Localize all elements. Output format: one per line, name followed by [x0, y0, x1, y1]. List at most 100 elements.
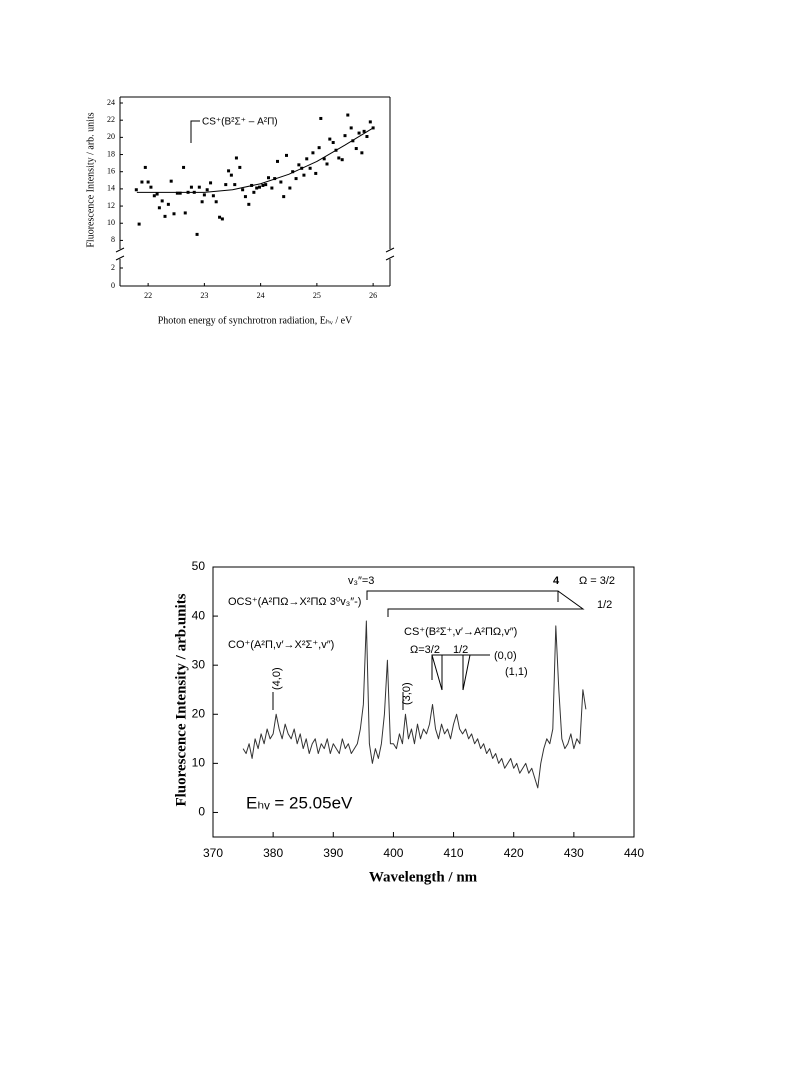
y-tick-label: 0	[198, 805, 205, 819]
data-point	[267, 176, 270, 180]
data-point	[258, 185, 261, 189]
data-point	[134, 188, 138, 192]
data-point	[205, 188, 209, 192]
data-point	[149, 185, 153, 189]
data-point	[325, 162, 329, 166]
x-axis-label: Wavelength / nm	[369, 869, 478, 885]
y-tick-label: 8	[111, 235, 115, 244]
data-point	[328, 137, 332, 141]
y-tick-label: 0	[111, 281, 115, 290]
data-point	[365, 135, 369, 139]
data-point	[202, 193, 206, 197]
data-point	[137, 222, 141, 226]
data-point	[308, 166, 312, 170]
band-marker	[272, 692, 404, 710]
data-point	[211, 194, 215, 198]
data-point	[343, 134, 347, 138]
data-point	[143, 165, 147, 169]
data-point	[331, 141, 335, 145]
y-tick-label: 10	[192, 756, 206, 770]
data-point	[368, 120, 372, 124]
x-axis-label: Photon energy of synchrotron radiation, …	[158, 315, 353, 326]
x-tick-label: 380	[263, 846, 283, 860]
data-point	[160, 199, 164, 203]
data-point	[182, 165, 186, 169]
data-point	[229, 173, 233, 177]
data-point	[261, 183, 265, 187]
axis	[212, 566, 635, 838]
data-point	[183, 211, 187, 215]
y-tick-label: 14	[107, 184, 115, 193]
x-tick-label: 22	[144, 291, 152, 300]
data-point	[322, 157, 326, 161]
annotation: 1/2	[597, 599, 612, 611]
data-point	[279, 180, 283, 184]
data-point	[349, 126, 353, 130]
data-point	[195, 232, 199, 236]
x-tick-label: 390	[323, 846, 343, 860]
data-point	[243, 195, 247, 199]
data-point	[200, 200, 204, 204]
data-point	[362, 129, 366, 133]
data-point	[197, 185, 201, 189]
y-tick-label: 30	[192, 657, 206, 671]
annotation: CS⁺(B²Σ⁺,v′→A²ΠΩ,v″)	[404, 626, 517, 638]
annotation: Ω=3/2	[410, 644, 440, 656]
data-point	[172, 212, 176, 216]
y-tick-label: 10	[107, 218, 115, 227]
data-point	[140, 180, 144, 184]
data-point	[302, 173, 306, 177]
annotation: CS⁺(B²Σ⁺ – A²Π)	[202, 117, 278, 128]
data-point	[214, 200, 218, 204]
data-point	[233, 183, 237, 187]
data-point	[178, 191, 182, 195]
y-tick-label: 20	[192, 706, 206, 720]
x-tick-label: 420	[504, 846, 524, 860]
data-point	[319, 116, 323, 120]
y-tick-label: 50	[192, 559, 206, 573]
x-tick-label: 440	[624, 846, 644, 860]
y-axis-label: Fluorescence Intensity / arb. units	[85, 112, 96, 247]
data-point	[155, 192, 159, 196]
x-tick-label: 400	[383, 846, 403, 860]
annotation: (3,0)	[401, 682, 413, 705]
annotation: (4,0)	[271, 667, 283, 690]
data-point	[294, 177, 298, 181]
data-line	[136, 127, 374, 193]
y-tick-label: 40	[192, 608, 206, 622]
bracket	[431, 654, 490, 691]
data-point	[270, 186, 274, 190]
annotation: Eₕᵥ = 25.05eV	[246, 793, 353, 812]
y-tick-label: 22	[107, 115, 115, 124]
data-point	[360, 151, 364, 155]
axis	[119, 96, 391, 287]
data-point	[288, 186, 292, 190]
annotation: 4	[553, 575, 560, 587]
data-point	[238, 165, 242, 169]
annotation: (1,1)	[505, 666, 528, 678]
data-point	[264, 183, 268, 187]
data-point	[163, 214, 167, 218]
data-point	[175, 191, 179, 195]
data-line	[242, 620, 587, 789]
data-point	[247, 202, 251, 206]
data-point	[354, 147, 358, 151]
data-point	[255, 186, 259, 190]
data-point	[297, 163, 301, 167]
y-tick-label: 20	[107, 132, 115, 141]
x-tick-label: 26	[369, 291, 377, 300]
data-point	[220, 217, 224, 221]
annotation: Ω = 3/2	[579, 575, 615, 587]
y-tick-label: 12	[107, 201, 115, 210]
annotation: 1/2	[453, 644, 468, 656]
x-tick-label: 23	[200, 291, 208, 300]
data-point	[311, 151, 315, 155]
data-point	[317, 146, 321, 150]
y-axis-label: Fluorescence Intensity / arb.units	[173, 593, 189, 806]
data-point	[340, 158, 344, 162]
data-point	[314, 171, 318, 175]
data-point	[337, 156, 341, 160]
data-point	[305, 157, 309, 161]
annotation: CO⁺(A²Π,v′→X²Σ⁺,v″)	[228, 639, 334, 651]
